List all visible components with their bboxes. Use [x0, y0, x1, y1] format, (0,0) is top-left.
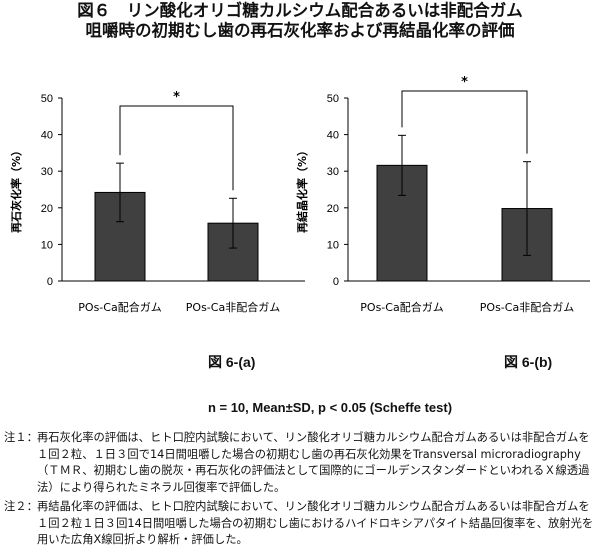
footnote-2: 注２： 再結晶化率の評価は、ヒト口腔内試験において、リン酸化オリゴ糖カルシウム配…	[4, 499, 598, 549]
footnote-1-tag: 注１：	[4, 431, 38, 444]
significance-marker-a: *	[173, 90, 180, 105]
y-tick-label-b: 50	[327, 93, 339, 105]
footnote-2-text: 再結晶化率の評価は、ヒト口腔内試験において、リン酸化オリゴ糖カルシウム配合ガムあ…	[37, 500, 594, 546]
charts-canvas: 0 10 20 30 40 50 再石灰化率（%） POs-Ca配合ガム POs-Ca非配合ガム…	[9, 75, 590, 314]
y-tick-label-b: 30	[327, 166, 339, 178]
y-tick-label-a: 50	[41, 93, 53, 105]
figure-label-a: 図 6-(a)	[208, 354, 256, 370]
y-tick-label-b: 10	[327, 239, 339, 251]
category-label-b-2: POs-Ca非配合ガム	[480, 300, 574, 314]
y-tick-label-a: 20	[41, 203, 53, 215]
y-tick-label-b: 0	[333, 276, 339, 288]
y-tick-label-a: 0	[47, 276, 53, 288]
significance-marker-b: *	[461, 75, 468, 90]
figure-title-line-2: 咀嚼時の初期むし歯の再石灰化率および再結晶化率の評価	[85, 21, 515, 40]
category-label-b-1: POs-Ca配合ガム	[360, 300, 443, 314]
y-tick-label-b: 40	[327, 130, 339, 142]
category-label-a-2: POs-Ca非配合ガム	[186, 300, 280, 314]
figure-label-b: 図 6-(b)	[504, 354, 553, 370]
footnote-1: 注１： 再石灰化率の評価は、ヒト口腔内試験において、リン酸化オリゴ糖カルシウム配…	[4, 430, 598, 496]
significance-bracket-a	[119, 105, 234, 191]
y-tick-label-a: 30	[41, 166, 53, 178]
bar-a-2	[207, 222, 259, 282]
y-tick-label-a: 40	[41, 130, 53, 142]
figure-title-line-1: 図６ リン酸化オリゴ糖カルシウム配合あるいは非配合ガム	[77, 1, 523, 20]
statistics-note: n = 10, Mean±SD, p < 0.05 (Scheffe test)	[207, 400, 453, 415]
y-tick-label-a: 10	[41, 239, 53, 251]
footnote-2-tag: 注２：	[4, 500, 38, 513]
significance-bracket-b	[401, 90, 528, 154]
footnote-1-text: 再石灰化率の評価は、ヒト口腔内試験において、リン酸化オリゴ糖カルシウム配合ガムあ…	[37, 431, 590, 494]
category-label-a-1: POs-Ca配合ガム	[78, 300, 161, 314]
y-axis-label-b: 再結晶化率（%）	[295, 145, 309, 233]
y-axis-label-a: 再石灰化率（%）	[9, 145, 23, 233]
y-tick-label-b: 20	[327, 203, 339, 215]
